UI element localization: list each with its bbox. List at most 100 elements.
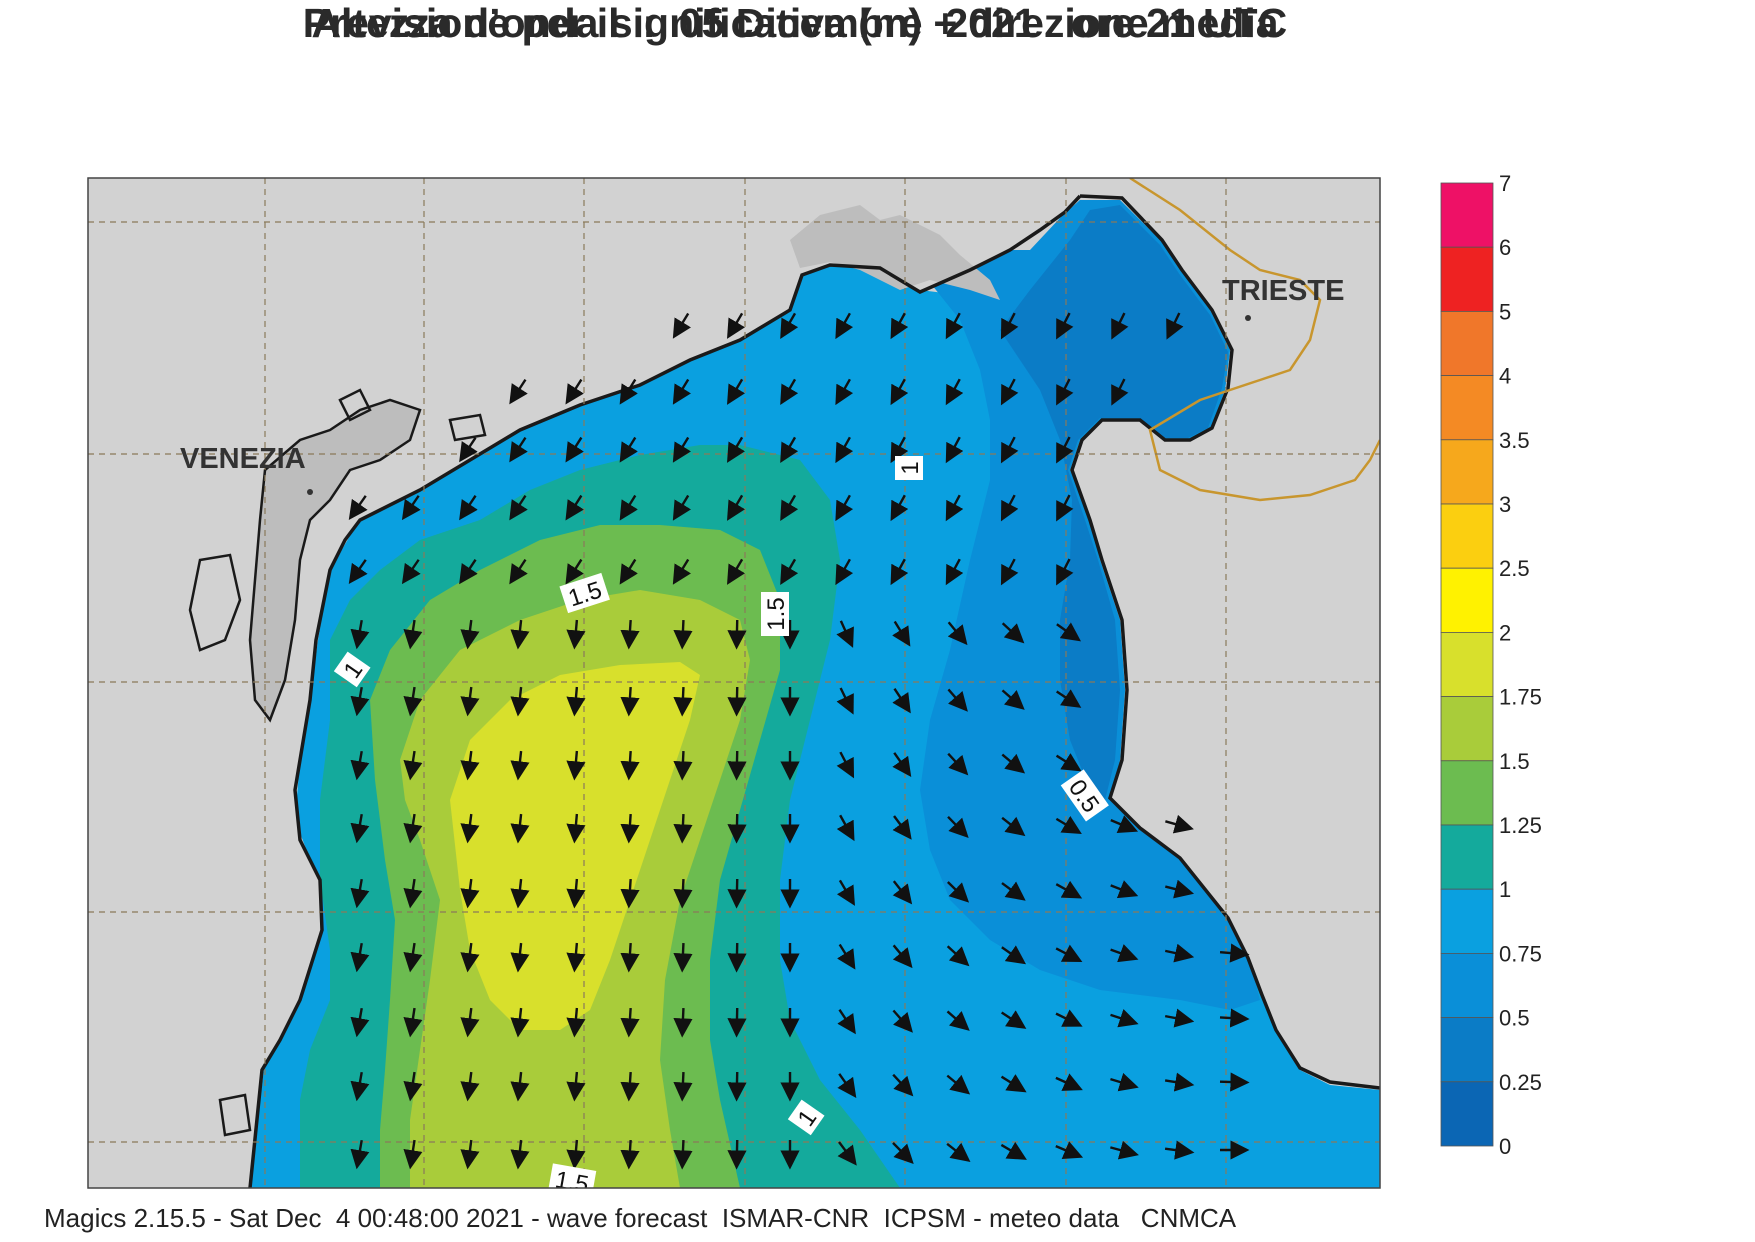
wave-arrow (1001, 622, 1025, 644)
colorbar-label: 7 (1499, 171, 1511, 196)
wave-arrow (946, 1074, 971, 1095)
wave-arrow (510, 813, 530, 844)
wave-arrow (946, 1010, 970, 1031)
wave-arrow (510, 686, 530, 717)
wave-arrow (1110, 1140, 1139, 1160)
wave-arrow (566, 1071, 586, 1102)
wave-arrow (1055, 944, 1083, 963)
wave-arrow (727, 494, 746, 521)
wave-arrow (620, 942, 640, 973)
wave-arrow (890, 378, 909, 406)
wave-arrow (619, 436, 638, 463)
wave-arrow (1056, 558, 1074, 586)
colorbar-label: 4 (1499, 364, 1511, 389)
colorbar-label: 0.75 (1499, 941, 1542, 966)
wave-arrow (1056, 312, 1074, 340)
wave-arrow (1055, 1141, 1084, 1160)
wave-arrow (837, 943, 856, 970)
colorbar-swatch (1440, 439, 1494, 505)
wave-arrow (348, 559, 368, 585)
wave-arrow (780, 312, 799, 339)
map-frame (87, 177, 1381, 1189)
wave-arrow (566, 686, 586, 717)
wave-arrow (510, 942, 530, 973)
wave-arrow (566, 750, 586, 781)
colorbar-swatch (1440, 246, 1494, 312)
wave-arrow (947, 815, 969, 839)
wave-arrow (673, 619, 693, 650)
wave-arrow (460, 878, 480, 909)
wave-arrow (673, 1071, 693, 1102)
wave-arrow (727, 558, 746, 585)
wave-arrow (673, 750, 693, 781)
wave-arrow (566, 1007, 586, 1038)
wave-arrow (892, 944, 913, 969)
wave-arrow (509, 378, 528, 405)
wave-arrow (619, 378, 638, 405)
wave-arrow (510, 619, 530, 650)
wave-arrow (945, 494, 964, 522)
wave-arrow (620, 1007, 640, 1038)
wave-arrow (510, 1071, 530, 1102)
wave-arrow (1110, 815, 1139, 833)
wave-arrow (892, 752, 912, 778)
wave-arrow (460, 1139, 480, 1170)
wave-arrow (565, 494, 584, 521)
wave-arrow (947, 688, 968, 712)
wave-arrow (780, 378, 799, 405)
wave-arrow (403, 686, 423, 717)
wave-arrow (892, 1009, 913, 1033)
colorbar-label: 2 (1499, 620, 1511, 645)
wave-arrow (1219, 1072, 1250, 1092)
wave-arrow (892, 880, 913, 905)
wave-arrow (350, 1007, 370, 1038)
wave-direction-arrows (348, 312, 1250, 1170)
wave-arrow (672, 436, 691, 463)
wave-arrow (780, 436, 799, 463)
wave-arrow (1164, 943, 1195, 963)
colorbar-label: 1 (1499, 877, 1511, 902)
wave-arrow (945, 558, 964, 586)
wave-arrow (672, 494, 691, 521)
wave-arrow (836, 879, 855, 906)
wave-arrow (403, 1007, 423, 1038)
wave-arrow (890, 494, 909, 522)
wave-arrow (350, 686, 370, 717)
wave-arrow (1219, 943, 1250, 963)
wave-arrow (1000, 494, 1019, 522)
wave-arrow (1056, 436, 1074, 464)
wave-arrow (510, 750, 530, 781)
wave-arrow (727, 378, 746, 405)
wave-arrow (835, 436, 854, 464)
wave-arrow (1164, 1140, 1195, 1160)
wave-arrow (620, 878, 640, 909)
coastline-west (248, 194, 1082, 1188)
wave-arrow (892, 1142, 914, 1164)
colorbar-label: 5 (1499, 299, 1511, 324)
wave-arrow (1001, 881, 1026, 901)
wave-arrow (1110, 1009, 1139, 1028)
colorbar-swatch (1440, 824, 1494, 890)
wave-arrow (836, 620, 854, 648)
istria-coast-dark (790, 205, 1000, 300)
wave-arrow (946, 881, 970, 903)
wave-arrow (403, 619, 423, 650)
wave-arrow (892, 620, 911, 647)
colorbar-label: 3.5 (1499, 428, 1530, 453)
colorbar-swatch (1440, 632, 1494, 698)
wave-arrow (565, 436, 584, 463)
wave-arrow (1164, 1072, 1195, 1092)
wave-arrow (459, 559, 478, 585)
wave-arrow (835, 312, 854, 340)
wave-arrow (1111, 378, 1129, 406)
coastline-east (1070, 194, 1380, 1090)
wave-arrow (1000, 1141, 1027, 1160)
colorbar-label: 6 (1499, 235, 1511, 260)
wave-arrow (672, 378, 691, 405)
wave-arrow (727, 436, 746, 463)
wave-arrow (403, 878, 423, 909)
wave-arrow (509, 494, 528, 521)
wave-arrow (1000, 312, 1019, 340)
wave-arrow (947, 621, 968, 646)
